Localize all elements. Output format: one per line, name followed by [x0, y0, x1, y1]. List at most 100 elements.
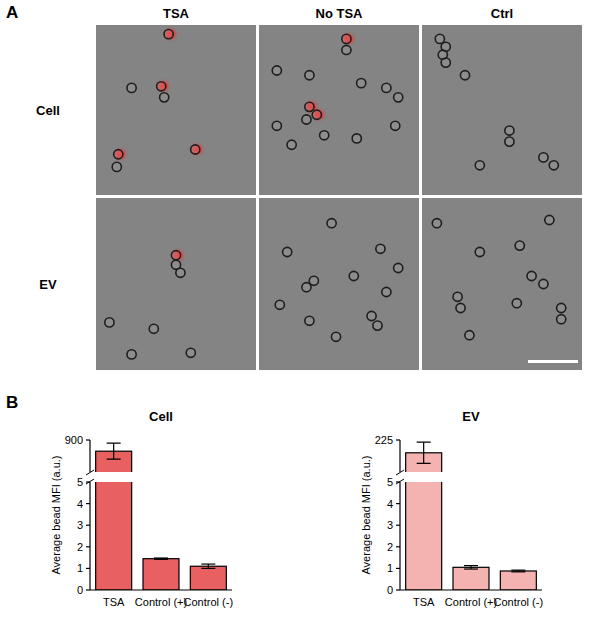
y-tick	[86, 525, 90, 526]
error-cap	[154, 559, 168, 560]
bead	[191, 145, 200, 154]
image-background	[259, 198, 419, 370]
bead	[312, 110, 321, 119]
x-tick-label: Control (-)	[184, 596, 234, 608]
chart: EVAverage bead MFI (a.u.)TSAControl (+)C…	[360, 409, 543, 608]
bead	[114, 150, 123, 159]
y-axis-lower	[399, 482, 400, 590]
bead	[275, 300, 284, 309]
page: {"panel_labels": ["A", "B"], "microscopy…	[0, 0, 600, 621]
bead	[287, 140, 296, 149]
bead	[512, 299, 521, 308]
bead	[186, 348, 195, 357]
y-tick	[396, 546, 400, 547]
x-tick-label: Control (-)	[494, 596, 544, 608]
bead	[557, 303, 566, 312]
bead	[331, 332, 340, 341]
x-tick-label: Control (+)	[445, 596, 497, 608]
bead	[453, 292, 462, 301]
y-tick-label: 3	[77, 519, 83, 531]
bead	[549, 161, 558, 170]
bar	[453, 567, 489, 590]
x-tick-label: TSA	[413, 596, 435, 608]
error-cap	[511, 571, 525, 572]
column-header: TSA	[163, 6, 190, 21]
error-bar	[464, 566, 478, 569]
bead	[349, 271, 358, 280]
marks	[406, 442, 537, 590]
micrograph	[259, 25, 419, 195]
y-tick-label: 0	[77, 584, 83, 596]
y-tick-label: 4	[77, 498, 83, 510]
chart-title: Cell	[149, 409, 173, 424]
x-tick-label: Control (+)	[135, 596, 187, 608]
marks	[96, 443, 227, 590]
bead	[342, 45, 351, 54]
bead	[394, 93, 403, 102]
bead	[539, 153, 548, 162]
bead	[327, 219, 336, 228]
bead	[127, 350, 136, 359]
y-tick	[86, 503, 90, 504]
bead	[352, 134, 361, 143]
bead	[557, 315, 566, 324]
axis-break	[396, 479, 404, 484]
bead	[149, 324, 158, 333]
error-bar	[201, 564, 215, 568]
micrograph	[422, 25, 582, 195]
bead	[171, 251, 180, 260]
y-tick-label: 1	[77, 562, 83, 574]
bead	[441, 58, 450, 67]
bead	[105, 318, 114, 327]
error-cap	[201, 563, 215, 564]
bead	[157, 82, 166, 91]
y-tick	[396, 481, 400, 482]
error-bar	[107, 443, 121, 459]
scale-bar	[528, 360, 578, 363]
bead	[505, 126, 514, 135]
bead	[160, 93, 169, 102]
y-tick	[396, 589, 400, 590]
y-tick-label: 2	[77, 541, 83, 553]
y-tick-label: 225	[375, 434, 393, 446]
y-axis-upper	[89, 440, 90, 472]
error-bar	[417, 442, 431, 463]
y-tick	[396, 503, 400, 504]
x-axis	[90, 589, 232, 590]
bead	[305, 71, 314, 80]
bead	[357, 79, 366, 88]
row-header: EV	[39, 277, 57, 292]
bead	[382, 287, 391, 296]
bead	[320, 131, 329, 140]
y-tick-label: 3	[387, 519, 393, 531]
bar	[190, 566, 226, 590]
y-tick-label: 2	[387, 541, 393, 553]
y-tick-label: 0	[387, 584, 393, 596]
bead	[475, 161, 484, 170]
bead	[305, 102, 314, 111]
y-tick	[396, 525, 400, 526]
bead	[305, 316, 314, 325]
bead	[394, 263, 403, 272]
bead	[475, 247, 484, 256]
bead	[176, 268, 185, 277]
column-header: Ctrl	[491, 6, 513, 21]
micrograph	[422, 198, 582, 370]
image-background	[259, 25, 419, 195]
y-tick-label: 1	[387, 562, 393, 574]
chart-title: EV	[462, 409, 480, 424]
y-tick-label: 5	[387, 476, 393, 488]
panel-label: A	[6, 3, 18, 22]
bead	[272, 121, 281, 130]
bead	[460, 71, 469, 80]
y-axis-lower	[89, 482, 90, 590]
y-tick	[86, 481, 90, 482]
row-header: Cell	[36, 103, 60, 118]
error-stem	[113, 443, 114, 459]
error-cap	[464, 565, 478, 566]
bead	[545, 215, 554, 224]
bead	[367, 311, 376, 320]
x-tick-label: TSA	[103, 596, 125, 608]
bead	[342, 34, 351, 43]
bar	[500, 571, 536, 590]
